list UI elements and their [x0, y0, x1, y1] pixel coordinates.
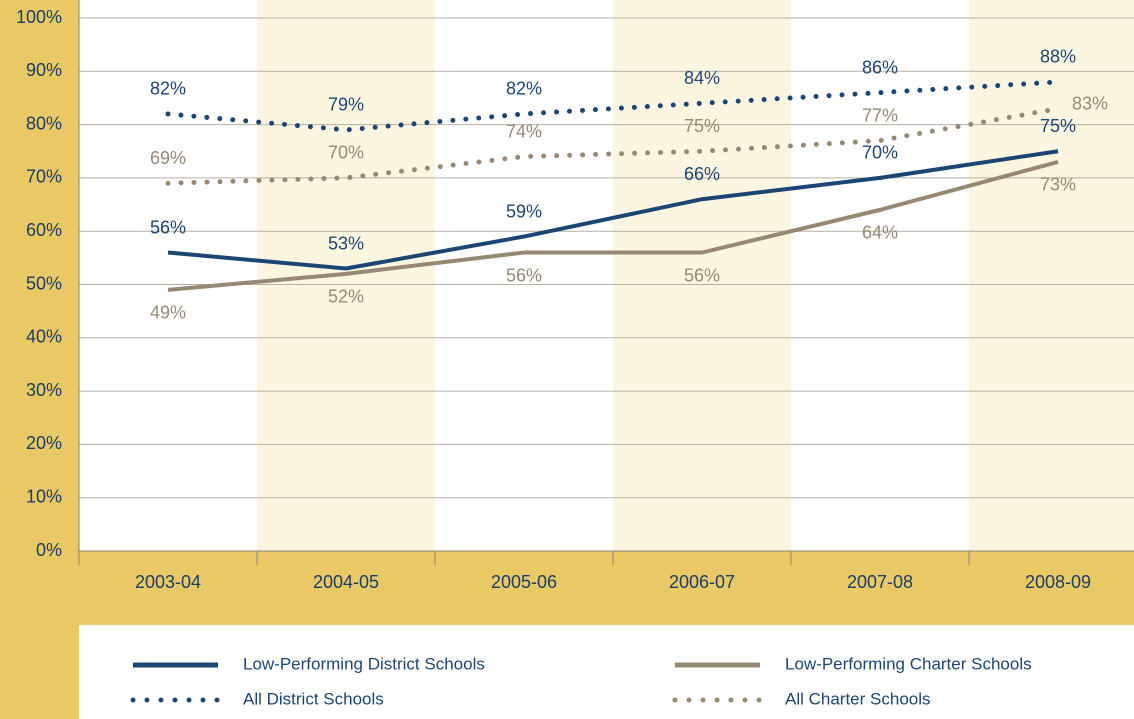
data-label: 74% [506, 121, 542, 141]
series-line [167, 159, 1059, 292]
legend-label: All District Schools [243, 689, 384, 708]
legend-label: Low-Performing Charter Schools [785, 654, 1032, 673]
data-label: 64% [862, 223, 898, 243]
data-label: 88% [1040, 47, 1076, 67]
data-label: 75% [1040, 116, 1076, 136]
y-tick-label: 50% [26, 273, 62, 293]
data-label: 56% [684, 265, 720, 285]
data-label: 73% [1040, 175, 1076, 195]
x-tick-label: 2004-05 [313, 572, 379, 592]
y-tick-label: 40% [26, 327, 62, 347]
data-label: 75% [684, 116, 720, 136]
data-label: 59% [506, 201, 542, 221]
data-label: 82% [506, 79, 542, 99]
data-label: 49% [150, 303, 186, 323]
y-tick-label: 30% [26, 380, 62, 400]
column-shade [969, 0, 1134, 551]
series-line [167, 149, 1059, 271]
data-label: 84% [684, 68, 720, 88]
legend-label: Low-Performing District Schools [243, 654, 485, 673]
data-label: 66% [684, 164, 720, 184]
data-label: 82% [150, 79, 186, 99]
x-tick-label: 2005-06 [491, 572, 557, 592]
y-tick-label: 0% [36, 540, 62, 560]
data-label: 56% [506, 265, 542, 285]
y-tick-label: 10% [26, 486, 62, 506]
data-label: 77% [862, 105, 898, 125]
data-label: 70% [862, 143, 898, 163]
y-tick-label: 100% [16, 7, 62, 27]
x-tick-label: 2008-09 [1025, 572, 1091, 592]
y-tick-label: 20% [26, 433, 62, 453]
data-label: 83% [1072, 93, 1108, 113]
y-tick-label: 70% [26, 167, 62, 187]
data-label: 53% [328, 233, 364, 253]
y-tick-label: 80% [26, 113, 62, 133]
legend-box [79, 625, 1134, 719]
data-label: 56% [150, 217, 186, 237]
x-tick-label: 2007-08 [847, 572, 913, 592]
data-label: 86% [862, 57, 898, 77]
x-tick-label: 2006-07 [669, 572, 735, 592]
y-tick-label: 60% [26, 220, 62, 240]
data-label: 52% [328, 287, 364, 307]
x-tick-label: 2003-04 [135, 572, 201, 592]
y-tick-label: 90% [26, 60, 62, 80]
plot-area [79, 0, 1134, 551]
data-label: 70% [328, 143, 364, 163]
data-label: 69% [150, 148, 186, 168]
legend-label: All Charter Schools [785, 689, 931, 708]
column-shade [613, 0, 791, 551]
data-label: 79% [328, 95, 364, 115]
